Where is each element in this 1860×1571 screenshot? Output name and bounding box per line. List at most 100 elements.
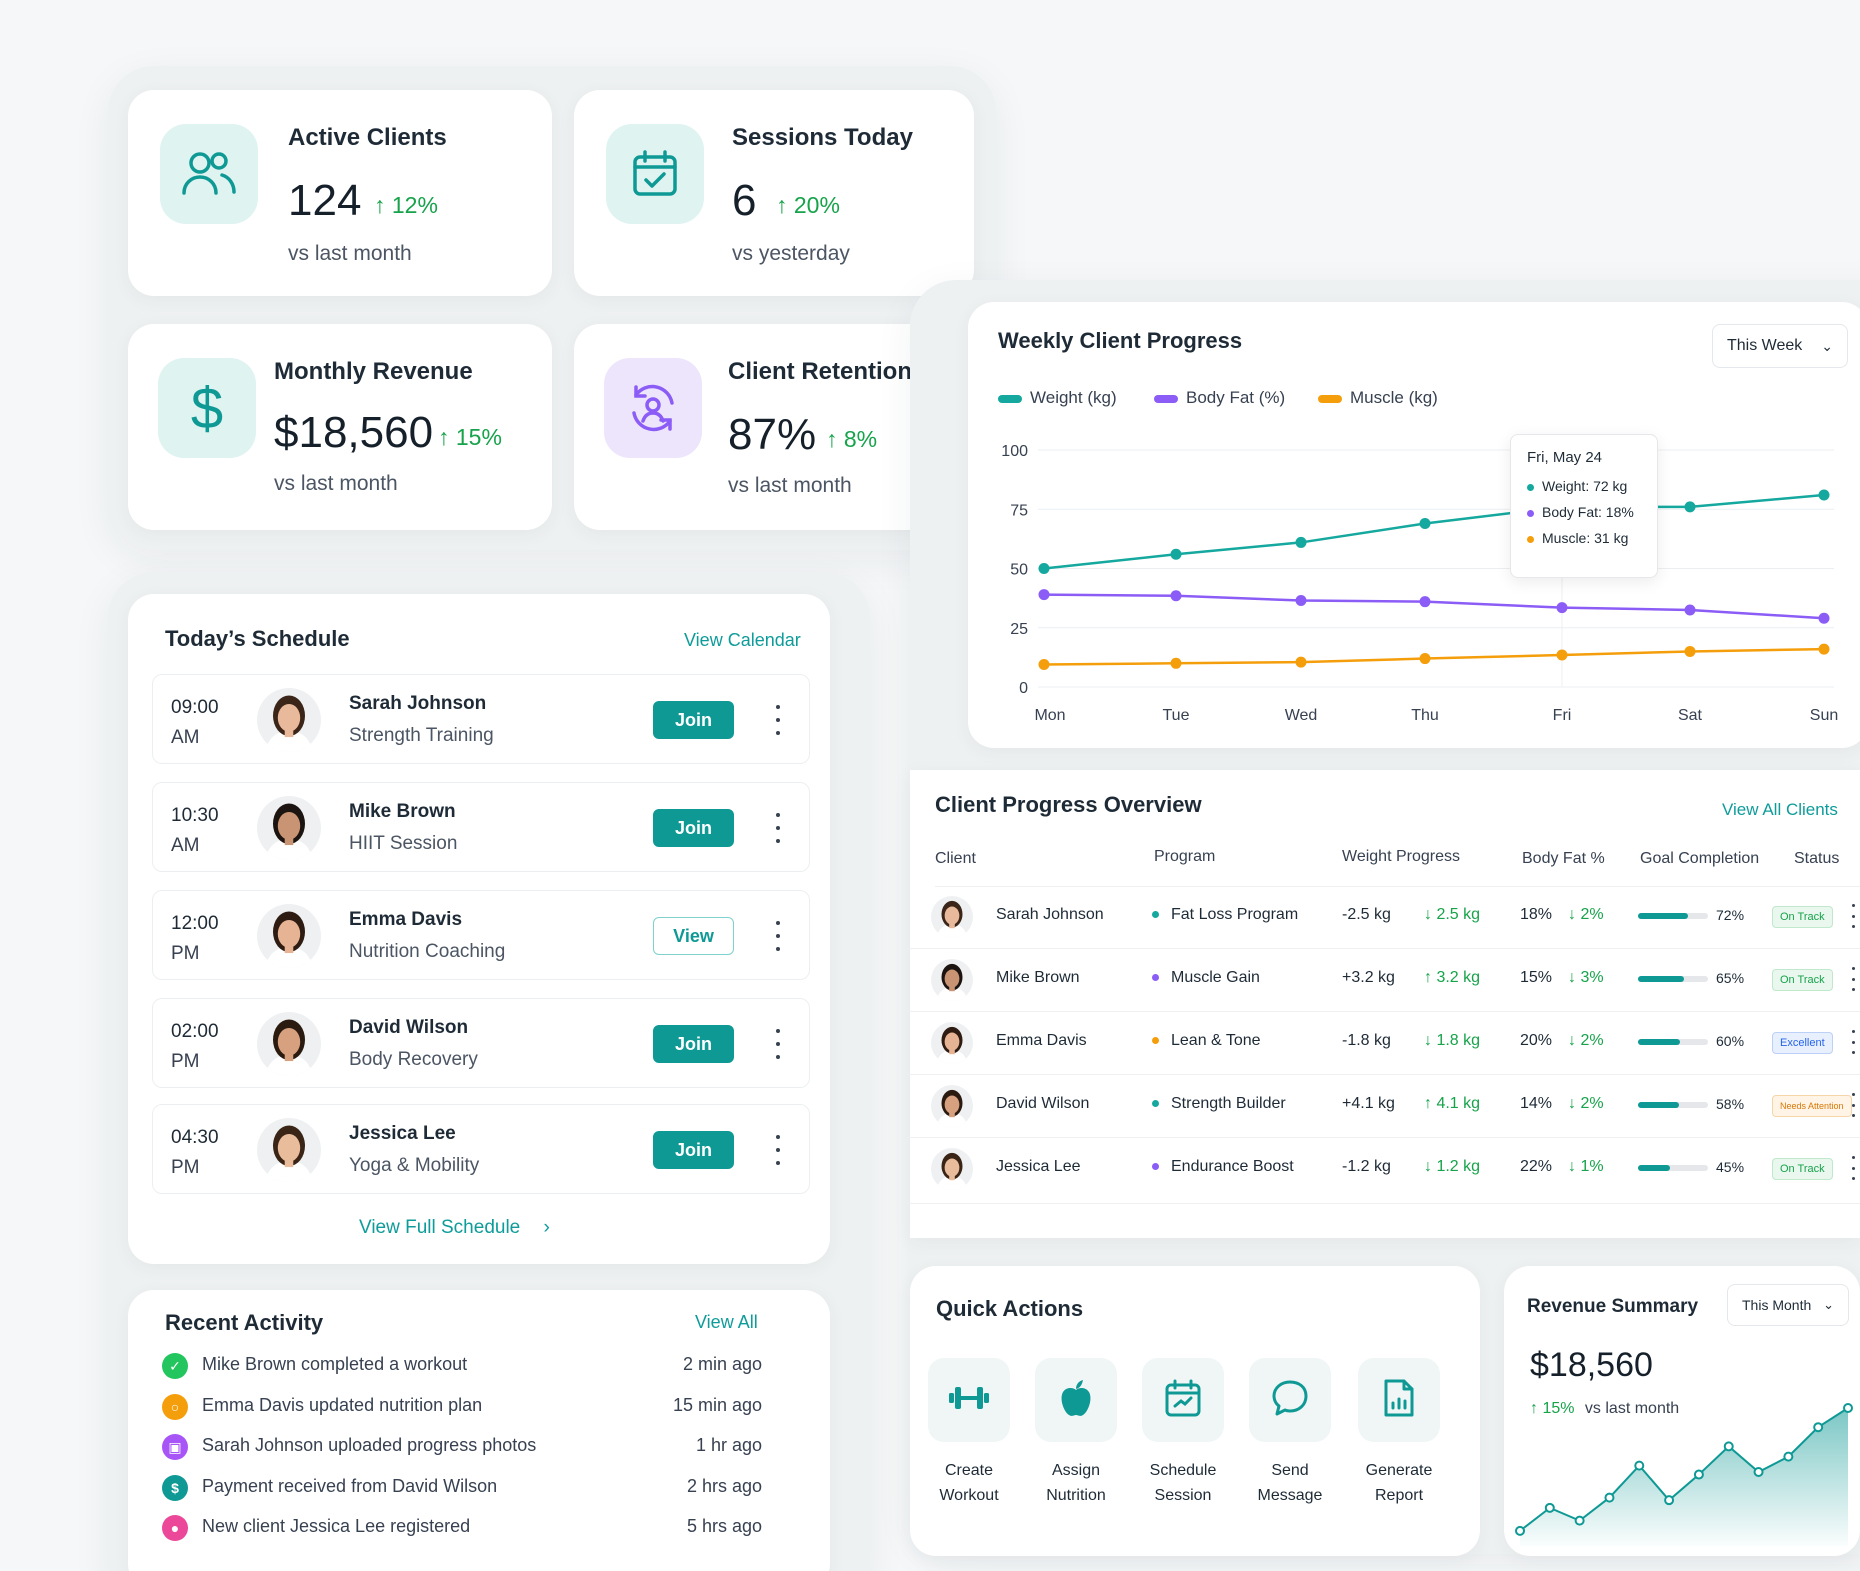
stat-card-sessions-today[interactable]: Sessions Today 6 ↑ 20% vs yesterday (574, 90, 974, 296)
data-point[interactable] (1419, 596, 1431, 608)
data-point[interactable] (1419, 653, 1431, 665)
more-options-icon[interactable] (1846, 967, 1860, 991)
quick-action-chat[interactable] (1249, 1358, 1331, 1442)
view-calendar-link[interactable]: View Calendar (684, 630, 801, 650)
client-avatar (931, 1085, 973, 1127)
table-row[interactable]: Sarah Johnson Fat Loss Program -2.5 kg ↓ 2.… (908, 886, 1860, 949)
data-point[interactable] (1556, 602, 1568, 614)
stat-card-monthly-revenue[interactable]: $ Monthly Revenue $18,560 ↑ 15% vs last … (128, 324, 552, 530)
sparkline-point (1515, 1525, 1525, 1536)
table-row[interactable]: David Wilson Strength Builder +4.1 kg ↑ 4.1… (908, 1075, 1860, 1138)
sparkline-point (1843, 1403, 1853, 1413)
data-point[interactable] (1038, 658, 1050, 670)
sparkline-point (1544, 1502, 1555, 1513)
legend-swatch (1154, 394, 1178, 403)
schedule-item[interactable]: 04:30 PM Jessica Lee Yoga & Mobility Join (152, 1104, 810, 1194)
data-point[interactable] (1295, 656, 1307, 668)
data-point[interactable] (1170, 590, 1182, 602)
quick-action-report[interactable] (1358, 1358, 1440, 1442)
table-row[interactable]: Emma Davis Lean & Tone -1.8 kg ↓ 1.8 kg 20% ↓… (908, 1012, 1860, 1075)
revenue-delta: ↑ 15% vs last month (1530, 1400, 1679, 1418)
legend-item: Body Fat (%) (1154, 388, 1285, 408)
more-options-icon[interactable] (771, 1135, 785, 1165)
stat-subtitle: vs last month (274, 472, 398, 495)
stat-card-active-clients[interactable]: Active Clients 124 ↑ 12% vs last month (128, 90, 552, 296)
data-point[interactable] (1818, 489, 1830, 501)
quick-action-label[interactable]: Schedule Session (1123, 1458, 1243, 1508)
data-point[interactable] (1684, 645, 1696, 657)
stat-card-client-retention[interactable]: Client Retention 87% ↑ 8% vs last month (574, 324, 974, 530)
data-point[interactable] (1818, 612, 1830, 624)
bodyfat-delta: ↓ 1% (1568, 1158, 1604, 1175)
client-name: Jessica Lee (996, 1158, 1081, 1175)
y-tick-label: 25 (1010, 621, 1028, 638)
join-button[interactable]: Join (653, 1131, 734, 1169)
table-row[interactable]: Mike Brown Muscle Gain +3.2 kg ↑ 3.2 kg 15% ↓… (908, 949, 1860, 1012)
data-point[interactable] (1038, 589, 1050, 601)
schedule-item[interactable]: 12:00 PM Emma Davis Nutrition Coaching View (152, 890, 810, 980)
client-avatar (931, 959, 973, 1001)
schedule-item[interactable]: 02:00 PM David Wilson Body Recovery Join (152, 998, 810, 1088)
data-point[interactable] (1684, 604, 1696, 616)
revenue-delta-sub: vs last month (1584, 1400, 1680, 1417)
session-type: Body Recovery (349, 1049, 478, 1070)
time-value: 02:00 (171, 1021, 219, 1042)
data-point[interactable] (1170, 548, 1182, 560)
schedule-item[interactable]: 10:30 AM Mike Brown HIIT Session Join (152, 782, 810, 872)
revenue-sparkline (1515, 1403, 1853, 1546)
goal-progress-fill (1638, 913, 1689, 919)
data-point[interactable] (1295, 594, 1307, 606)
data-point[interactable] (1684, 501, 1696, 513)
view-all-activity-link[interactable]: View All (695, 1312, 758, 1332)
quick-action-label[interactable]: Assign Nutrition (1016, 1458, 1136, 1508)
more-options-icon[interactable] (1846, 1093, 1860, 1117)
goal-progress-fill (1638, 1165, 1670, 1171)
more-options-icon[interactable] (771, 813, 785, 843)
series-line-2 (1043, 647, 1825, 666)
sparkline-point (1574, 1515, 1585, 1526)
quick-action-label[interactable]: Generate Report (1339, 1458, 1459, 1508)
more-options-icon[interactable] (771, 921, 785, 951)
quick-action-label[interactable]: Create Workout (909, 1458, 1029, 1508)
more-options-icon[interactable] (771, 705, 785, 735)
client-name: Emma Davis (996, 1032, 1087, 1049)
more-options-icon[interactable] (1846, 1156, 1860, 1180)
more-options-icon[interactable] (1846, 1030, 1860, 1054)
users-icon (160, 124, 258, 224)
quick-action-dumbbell[interactable] (928, 1358, 1010, 1442)
quick-action-calendar[interactable] (1142, 1358, 1224, 1442)
data-point[interactable] (1170, 657, 1182, 669)
quick-action-label[interactable]: Send Message (1230, 1458, 1350, 1508)
status-badge: On Track (1772, 969, 1833, 991)
join-button[interactable]: Join (653, 1025, 734, 1063)
week-range-dropdown[interactable]: This Week ⌄ (1712, 324, 1848, 368)
program-dot (1152, 1163, 1159, 1171)
more-options-icon[interactable] (771, 1029, 785, 1059)
bodyfat-delta: ↓ 2% (1568, 1095, 1604, 1112)
data-point[interactable] (1419, 517, 1431, 529)
stat-delta: ↑ 20% (776, 192, 840, 218)
schedule-item[interactable]: 09:00 AM Sarah Johnson Strength Training Joi… (152, 674, 810, 764)
data-point[interactable] (1556, 649, 1568, 661)
data-point[interactable] (1818, 643, 1830, 655)
data-point[interactable] (1038, 563, 1050, 574)
col-header-bodyfat: Body Fat % (1522, 850, 1605, 867)
calendar-icon (1164, 1378, 1202, 1423)
join-button[interactable]: Join (653, 701, 734, 739)
view-button[interactable]: View (653, 917, 734, 955)
view-all-clients-link[interactable]: View All Clients (1722, 800, 1838, 819)
table-row[interactable]: Jessica Lee Endurance Boost -1.2 kg ↓ 1.2 k… (908, 1138, 1860, 1204)
sparkline-point (1723, 1441, 1734, 1452)
label-line-1: Create (944, 1462, 994, 1479)
join-button[interactable]: Join (653, 809, 734, 847)
legend-item: Muscle (kg) (1318, 388, 1438, 408)
goal-percent: 58% (1716, 1096, 1745, 1112)
more-options-icon[interactable] (1846, 904, 1860, 928)
month-range-dropdown[interactable]: This Month ⌄ (1727, 1284, 1849, 1326)
view-full-schedule-link[interactable]: View Full Schedule › (359, 1217, 550, 1238)
data-point[interactable] (1295, 536, 1307, 548)
stat-delta: ↑ 12% (374, 192, 438, 218)
activity-text: Emma Davis updated nutrition plan (202, 1394, 483, 1415)
quick-action-apple[interactable] (1035, 1358, 1117, 1442)
activity-status-icon: ▣ (162, 1434, 188, 1460)
